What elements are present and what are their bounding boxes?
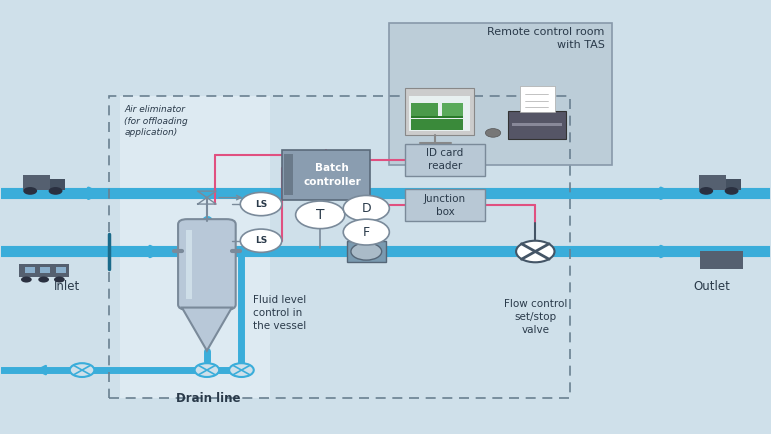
Text: LS: LS [255,236,268,245]
Bar [405,144,486,176]
Text: D: D [362,202,371,215]
Circle shape [516,241,554,262]
Bar [405,88,474,135]
Text: Flow control
set/stop
valve: Flow control set/stop valve [503,299,567,335]
Bar [520,86,554,112]
Circle shape [343,219,389,245]
Circle shape [54,276,65,283]
Circle shape [241,229,281,252]
Circle shape [49,187,62,195]
Circle shape [725,187,739,195]
Bar [442,103,463,116]
Bar [409,96,470,131]
Text: T: T [316,208,325,222]
Text: Junction
box: Junction box [424,194,466,217]
Text: ID card
reader: ID card reader [426,148,463,171]
Circle shape [39,276,49,283]
Bar [19,264,69,277]
Circle shape [241,192,281,216]
Bar [726,179,741,190]
Circle shape [343,195,389,221]
FancyBboxPatch shape [178,219,236,310]
Bar [699,175,726,190]
Bar [22,175,50,190]
Text: Inlet: Inlet [53,279,80,293]
Circle shape [23,187,37,195]
Bar [411,103,438,116]
Bar [109,96,570,398]
Circle shape [295,201,345,229]
Text: Fluid level
control in
the vessel: Fluid level control in the vessel [253,295,306,331]
Text: Drain line: Drain line [176,391,241,404]
Bar [701,251,742,269]
Bar [411,119,463,130]
Bar [411,116,463,118]
Text: Outlet: Outlet [694,279,730,293]
Circle shape [699,187,713,195]
Bar [389,23,612,165]
Bar [405,189,486,221]
Bar [186,230,192,299]
Bar [120,96,271,398]
Bar [50,179,65,190]
Bar [40,267,50,273]
Bar [512,123,562,126]
Bar [56,267,66,273]
Circle shape [229,363,254,377]
Text: Air eliminator
(for offloading
application): Air eliminator (for offloading applicati… [124,105,188,138]
Bar [508,112,566,139]
Circle shape [21,276,32,283]
Text: LS: LS [255,200,268,209]
Circle shape [194,363,219,377]
Bar [281,150,370,200]
Circle shape [351,243,382,260]
Text: F: F [362,226,370,239]
Circle shape [69,363,94,377]
Polygon shape [182,308,232,351]
Circle shape [486,128,500,137]
Text: Remote control room
with TAS: Remote control room with TAS [487,27,604,50]
Bar [284,155,293,195]
Bar [347,241,386,262]
Text: Batch
controller: Batch controller [303,163,361,187]
Bar [25,267,35,273]
